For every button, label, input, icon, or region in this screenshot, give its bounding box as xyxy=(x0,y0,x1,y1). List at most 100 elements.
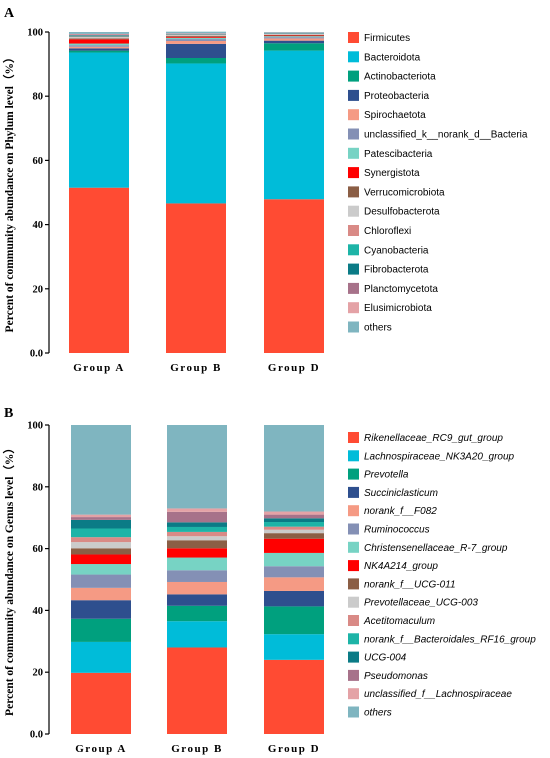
panel-a-bar-segment xyxy=(264,35,324,37)
panel-a-bar-segment xyxy=(69,33,129,35)
panel-b-legend-label: Lachnospiraceae_NK3A20_group xyxy=(364,451,515,462)
panel-a-bar-segment xyxy=(69,34,129,36)
panel-b-bar-segment xyxy=(71,517,131,520)
panel-a-y-tick-label: 0.0 xyxy=(30,349,43,360)
panel-b-y-axis-label: Percent of community abundance on Genus … xyxy=(2,442,16,716)
panel-a-bar-segment xyxy=(166,31,226,34)
panel-a-legend-swatch xyxy=(348,263,359,275)
panel-b-bar-segment xyxy=(264,514,324,519)
panel-a-legend-swatch xyxy=(348,32,359,43)
panel-b-bar-segment xyxy=(264,577,324,591)
panel-a-bar-segment xyxy=(166,37,226,40)
panel-a-bar-segment xyxy=(69,32,129,34)
panel-a-legend-label: Spirochaetota xyxy=(364,110,426,121)
panel-b-legend-swatch xyxy=(348,633,359,645)
panel-b-legend-label: others xyxy=(364,708,392,719)
panel-b-legend-swatch xyxy=(348,505,359,517)
panel-a-legend-label: Elusimicrobiota xyxy=(364,303,432,314)
panel-b-bar-segment xyxy=(71,587,131,601)
panel-a-legend-swatch xyxy=(348,244,359,256)
panel-a-bar-segment xyxy=(69,43,129,46)
panel-b-bar-segment xyxy=(167,548,227,558)
panel-b-legend: Rikenellaceae_RC9_gut_group Lachnospirace… xyxy=(348,432,536,719)
panel-b-legend-label: norank_f__F082 xyxy=(364,506,437,517)
panel-b-bar-segment xyxy=(264,511,324,515)
panel-b-legend-label: Rikenellaceae_RC9_gut_group xyxy=(364,433,503,444)
panel-b-bar-segment xyxy=(71,519,131,529)
panel-a-bar-segment xyxy=(264,34,324,36)
panel-b-legend-label: NK4A214_group xyxy=(364,561,438,572)
panel-a-bar-segment xyxy=(69,50,129,53)
panel-b-bar-segment xyxy=(71,641,131,673)
panel-b-bar-segment xyxy=(71,618,131,642)
panel-a-legend-label: Proteobacteria xyxy=(364,91,429,102)
panel-b-bar-segment xyxy=(264,634,324,660)
panel-a-y-tick-label: 40 xyxy=(33,220,44,231)
panel-b-x-tick-label: Group D xyxy=(268,743,320,755)
panel-a-legend-swatch xyxy=(348,321,359,333)
panel-a-bar-segment xyxy=(264,199,324,353)
panel-b-legend-label: norank_f__Bacteroidales_RF16_group xyxy=(364,634,536,645)
panel-a-legend-label: Synergistota xyxy=(364,168,420,179)
panel-b-bar-segment xyxy=(71,537,131,543)
panel-b-legend-label: unclassified_f__Lachnospiraceae xyxy=(364,689,512,700)
panel-a-legend-swatch xyxy=(348,167,359,179)
panel-b-letter: B xyxy=(4,406,13,421)
panel-a-y-tick-label: 20 xyxy=(33,284,44,295)
panel-a-legend: Firmicutes Bacteroidota Actinobacteriota Pr… xyxy=(348,32,528,334)
panel-b-bar-segment xyxy=(264,522,324,527)
panel-b-bar-segment xyxy=(167,508,227,512)
panel-b-bar-segment xyxy=(71,574,131,588)
panel-b-legend-swatch xyxy=(348,578,359,590)
panel-b-legend-swatch xyxy=(348,688,359,700)
panel-a-x-tick-label: Group B xyxy=(170,362,222,374)
panel-b-legend-swatch xyxy=(348,468,359,480)
panel-a-legend-swatch xyxy=(348,128,359,140)
panel-b-bar-segment xyxy=(264,425,324,512)
panel-a: A Percent of community abundance on Phyl… xyxy=(2,6,528,374)
panel-a-bar-segment xyxy=(166,39,226,41)
panel-b-bars xyxy=(71,425,324,734)
panel-b-bar-segment xyxy=(71,528,131,538)
panel-b-bar-segment xyxy=(71,514,131,518)
panel-a-legend-swatch xyxy=(348,225,359,236)
panel-b-bar-segment xyxy=(264,552,324,567)
panel-a-legend-label: Verrucomicrobiota xyxy=(364,187,445,198)
panel-a-bar-segment xyxy=(166,40,226,44)
panel-a-legend-label: Fibrobacterota xyxy=(364,265,429,276)
panel-a-bar-segment xyxy=(166,43,226,59)
panel-b-bar-segment xyxy=(167,536,227,541)
panel-a-bar-segment xyxy=(69,35,129,36)
panel-a-legend-swatch xyxy=(348,51,359,63)
panel-a-legend-label: others xyxy=(364,323,392,334)
panel-b-bar-segment xyxy=(167,511,227,523)
panel-b-y-tick-label: 80 xyxy=(33,482,44,493)
panel-a-legend-swatch xyxy=(348,70,359,82)
panel-b-bar-segment xyxy=(71,564,131,575)
panel-b-bar-segment xyxy=(167,540,227,549)
panel-a-bars xyxy=(69,31,324,353)
panel-a-bar-segment xyxy=(166,36,226,38)
panel-b-legend-swatch xyxy=(348,432,359,443)
panel-a-bar-segment xyxy=(69,46,129,49)
panel-a-letter: A xyxy=(4,6,15,21)
panel-b-bar-segment xyxy=(167,594,227,606)
panel-b-bar-segment xyxy=(71,542,131,549)
panel-b-legend-swatch xyxy=(348,541,359,553)
panel-a-legend-label: Actinobacteriota xyxy=(364,72,436,83)
panel-b-bar-segment xyxy=(264,526,324,530)
panel-a-bar-segment xyxy=(264,34,324,35)
panel-b-axes: 0.0 20 40 60 80 100 Group A Group B Group D xyxy=(27,421,320,756)
panel-b-legend-label: Pseudomonas xyxy=(364,671,428,682)
panel-a-legend-swatch xyxy=(348,89,359,101)
panel-a-y-tick-label: 100 xyxy=(27,28,43,39)
panel-a-bar-segment xyxy=(264,36,324,38)
panel-b-y-tick-label: 60 xyxy=(33,544,44,555)
panel-a-y-tick-label: 80 xyxy=(33,92,44,103)
panel-b-bar-segment xyxy=(264,659,324,734)
panel-a-bar-segment xyxy=(69,39,129,44)
panel-a-legend-label: Bacteroidota xyxy=(364,52,421,63)
panel-b-bar-segment xyxy=(167,581,227,595)
panel-a-bar-segment xyxy=(264,40,324,44)
